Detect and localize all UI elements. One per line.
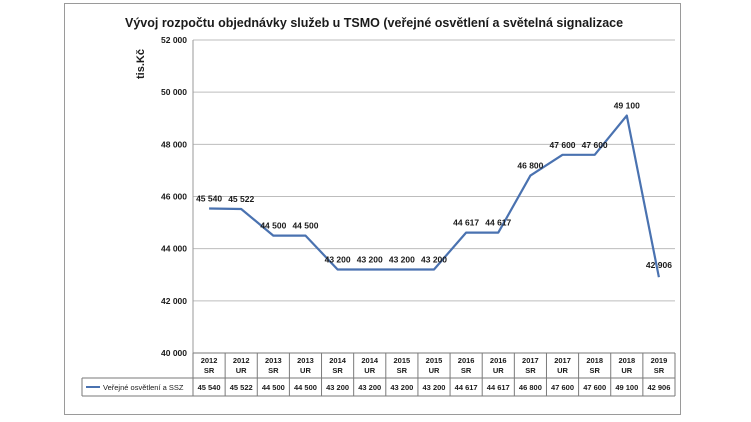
legend-label: Veřejné osvětlení a SSZ xyxy=(103,383,184,392)
table-value: 42 906 xyxy=(647,383,670,392)
x-category-type: SR xyxy=(525,366,536,375)
data-label: 45 522 xyxy=(228,194,254,204)
y-tick-label: 46 000 xyxy=(161,192,187,202)
x-category-year: 2015 xyxy=(394,356,411,365)
x-category-type: UR xyxy=(236,366,247,375)
series-lines xyxy=(209,114,660,278)
table-value: 49 100 xyxy=(615,383,638,392)
data-label: 49 100 xyxy=(614,101,640,111)
data-label: 47 600 xyxy=(582,140,608,150)
x-category-type: UR xyxy=(429,366,440,375)
x-category-type: SR xyxy=(461,366,472,375)
x-category-year: 2016 xyxy=(490,356,507,365)
x-category-type: SR xyxy=(654,366,665,375)
chart-title: Vývoj rozpočtu objednávky služeb u TSMO … xyxy=(125,16,623,30)
y-tick-label: 42 000 xyxy=(161,296,187,306)
y-axis-ticks: 40 000 42 000 44 000 46 000 48 000 50 000 52 0… xyxy=(161,35,187,358)
table-value: 43 200 xyxy=(358,383,381,392)
table-value: 44 617 xyxy=(455,383,478,392)
table-value: 44 617 xyxy=(487,383,510,392)
x-category-type: UR xyxy=(493,366,504,375)
series-line xyxy=(209,114,660,278)
data-label: 46 800 xyxy=(517,161,543,171)
x-category-year: 2016 xyxy=(458,356,475,365)
chart-frame: Vývoj rozpočtu objednávky služeb u TSMO … xyxy=(64,3,681,415)
y-tick-label: 52 000 xyxy=(161,35,187,45)
x-category-type: UR xyxy=(621,366,632,375)
y-tick-label: 40 000 xyxy=(161,348,187,358)
data-label: 43 200 xyxy=(325,255,351,265)
x-category-year: 2012 xyxy=(233,356,250,365)
x-category-type: SR xyxy=(397,366,408,375)
table-value: 47 600 xyxy=(551,383,574,392)
table-value: 43 200 xyxy=(390,383,413,392)
data-label: 43 200 xyxy=(357,255,383,265)
x-category-type: SR xyxy=(589,366,600,375)
x-category-type: UR xyxy=(364,366,375,375)
y-tick-label: 48 000 xyxy=(161,139,187,149)
data-label: 42 906 xyxy=(646,260,672,270)
table-value: 44 500 xyxy=(262,383,285,392)
x-category-year: 2012 xyxy=(201,356,218,365)
x-category-year: 2018 xyxy=(586,356,603,365)
data-label: 44 500 xyxy=(260,221,286,231)
x-category-year: 2013 xyxy=(265,356,282,365)
y-tick-label: 44 000 xyxy=(161,244,187,254)
data-label: 47 600 xyxy=(550,140,576,150)
data-label: 45 540 xyxy=(196,193,222,203)
x-category-year: 2014 xyxy=(361,356,379,365)
x-category-year: 2018 xyxy=(618,356,635,365)
data-label: 43 200 xyxy=(389,255,415,265)
x-category-type: UR xyxy=(300,366,311,375)
x-category-year: 2019 xyxy=(651,356,668,365)
x-category-year: 2014 xyxy=(329,356,347,365)
table-value: 45 540 xyxy=(198,383,221,392)
x-category-year: 2013 xyxy=(297,356,314,365)
x-category-type: SR xyxy=(204,366,215,375)
x-category-year: 2017 xyxy=(522,356,539,365)
x-category-type: UR xyxy=(557,366,568,375)
table-value: 43 200 xyxy=(326,383,349,392)
data-label: 44 617 xyxy=(485,218,511,228)
line-chart: Vývoj rozpočtu objednávky služeb u TSMO … xyxy=(81,16,676,397)
table-value: 43 200 xyxy=(423,383,446,392)
y-tick-label: 50 000 xyxy=(161,87,187,97)
data-label: 44 617 xyxy=(453,218,479,228)
data-label: 43 200 xyxy=(421,255,447,265)
x-category-type: SR xyxy=(268,366,279,375)
x-category-type: SR xyxy=(332,366,343,375)
data-labels: 45 540 45 522 44 500 44 500 43 200 43 200 43 2… xyxy=(196,101,672,271)
table-value: 46 800 xyxy=(519,383,542,392)
table-value: 47 600 xyxy=(583,383,606,392)
x-category-year: 2017 xyxy=(554,356,571,365)
table-value: 45 522 xyxy=(230,383,253,392)
data-label: 44 500 xyxy=(292,221,318,231)
y-axis-label: tis.Kč xyxy=(135,49,147,79)
x-category-year: 2015 xyxy=(426,356,443,365)
gridlines xyxy=(192,39,675,354)
data-table: 2012SR2012UR2013SR2013UR2014SR2014UR2015… xyxy=(81,352,676,397)
table-value: 44 500 xyxy=(294,383,317,392)
